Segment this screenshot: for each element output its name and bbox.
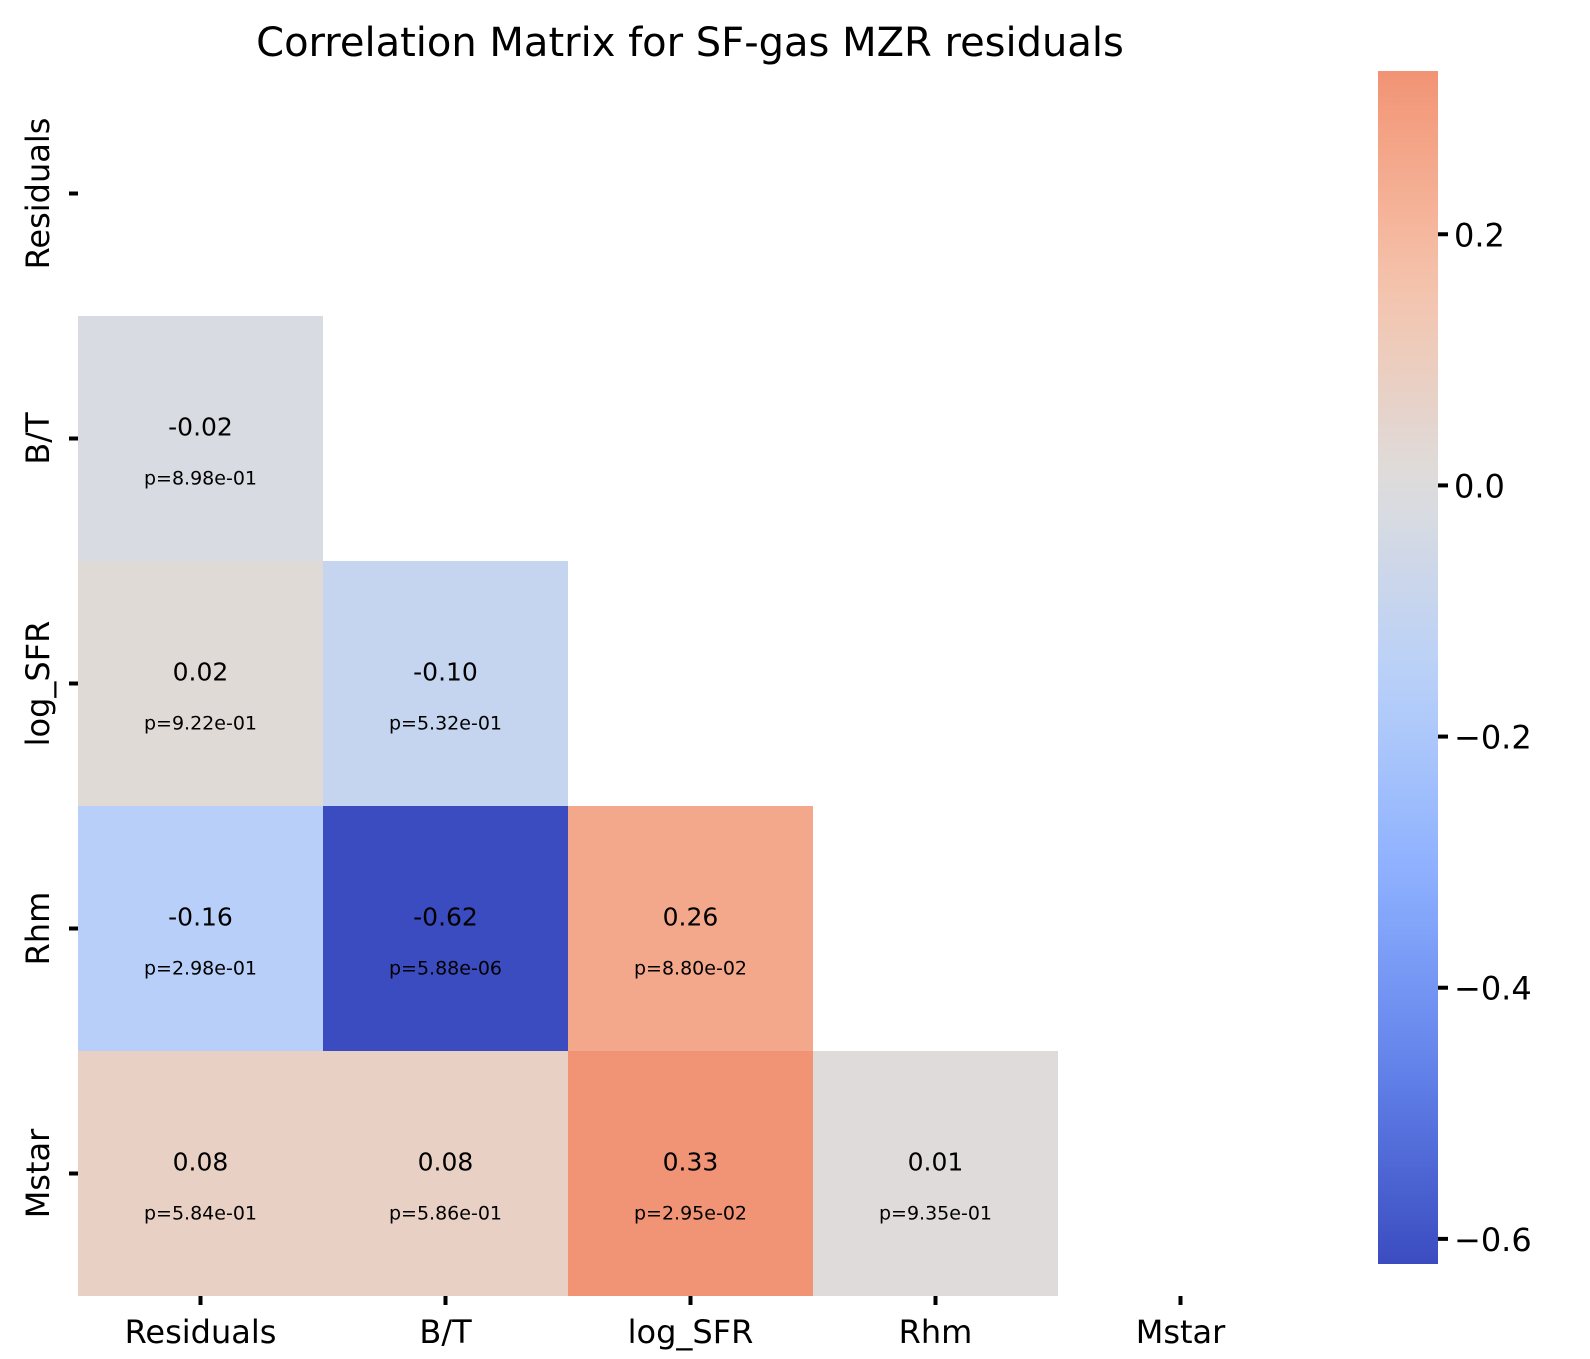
cell-p-label: p=8.98e-01 xyxy=(144,468,257,490)
cell-p-label: p=5.32e-01 xyxy=(389,713,502,735)
x-tick-label: Mstar xyxy=(1136,1313,1226,1351)
cell-rect xyxy=(568,806,813,1051)
colorbar-tick-label: 0.0 xyxy=(1454,467,1505,505)
cell-rect xyxy=(323,806,568,1051)
x-tick-label: B/T xyxy=(419,1313,472,1351)
cell-p-label: p=2.95e-02 xyxy=(634,1203,747,1225)
y-tick-label: Rhm xyxy=(19,892,57,966)
colorbar-gradient xyxy=(1378,71,1438,1264)
cell-r-label: 0.02 xyxy=(173,658,229,687)
heatmap-cell: -0.02 p=8.98e-01 xyxy=(78,316,323,561)
cell-rect xyxy=(323,1051,568,1296)
x-tick-label: log_SFR xyxy=(628,1313,754,1351)
heatmap-cell: 0.26 p=8.80e-02 xyxy=(568,806,813,1051)
cell-r-label: 0.26 xyxy=(663,903,719,932)
colorbar-tick-label: −0.6 xyxy=(1454,1221,1532,1259)
cell-r-label: 0.08 xyxy=(173,1148,229,1177)
cell-r-label: 0.08 xyxy=(418,1148,474,1177)
cell-r-label: 0.33 xyxy=(663,1148,719,1177)
cell-rect xyxy=(78,561,323,806)
cell-rect xyxy=(568,1051,813,1296)
cell-p-label: p=8.80e-02 xyxy=(634,958,747,980)
colorbar-tick-label: 0.2 xyxy=(1454,216,1505,254)
cell-r-label: -0.16 xyxy=(168,903,233,932)
x-axis: Residuals B/T log_SFR Rhm Mstar xyxy=(125,1296,1226,1351)
y-tick-label: Residuals xyxy=(19,118,57,270)
cell-p-label: p=5.84e-01 xyxy=(144,1203,257,1225)
heatmap-cell: 0.08 p=5.84e-01 xyxy=(78,1051,323,1296)
cell-rect xyxy=(323,561,568,806)
heatmap-cell: -0.16 p=2.98e-01 xyxy=(78,806,323,1051)
colorbar-tick-label: −0.4 xyxy=(1454,970,1532,1008)
cell-p-label: p=5.86e-01 xyxy=(389,1203,502,1225)
cell-r-label: -0.62 xyxy=(413,903,478,932)
cell-p-label: p=2.98e-01 xyxy=(144,958,257,980)
x-tick-label: Residuals xyxy=(125,1313,277,1351)
cell-p-label: p=9.22e-01 xyxy=(144,713,257,735)
cell-r-label: -0.10 xyxy=(413,658,478,687)
cell-rect xyxy=(813,1051,1058,1296)
heatmap-cell: 0.33 p=2.95e-02 xyxy=(568,1051,813,1296)
cell-rect xyxy=(78,806,323,1051)
heatmap-cell: -0.10 p=5.32e-01 xyxy=(323,561,568,806)
x-tick-label: Rhm xyxy=(899,1313,973,1351)
colorbar: 0.2 0.0 −0.2 −0.4 −0.6 xyxy=(1378,71,1532,1264)
cell-rect xyxy=(78,316,323,561)
cell-p-label: p=9.35e-01 xyxy=(879,1203,992,1225)
cell-r-label: 0.01 xyxy=(908,1148,964,1177)
chart-title: Correlation Matrix for SF-gas MZR residu… xyxy=(256,20,1124,66)
colorbar-tick-label: −0.2 xyxy=(1454,719,1532,757)
y-tick-label: Mstar xyxy=(19,1128,57,1218)
y-tick-label: log_SFR xyxy=(19,621,57,747)
y-axis: Residuals B/T log_SFR Rhm Mstar xyxy=(19,118,78,1218)
heatmap-cell: 0.01 p=9.35e-01 xyxy=(813,1051,1058,1296)
heatmap-cells: -0.02 p=8.98e-01 0.02 p=9.22e-01 -0.10 p=5.32… xyxy=(78,316,1058,1296)
heatmap-cell: -0.62 p=5.88e-06 xyxy=(323,806,568,1051)
cell-rect xyxy=(78,1051,323,1296)
heatmap-cell: 0.02 p=9.22e-01 xyxy=(78,561,323,806)
cell-p-label: p=5.88e-06 xyxy=(389,958,502,980)
cell-r-label: -0.02 xyxy=(168,413,233,442)
heatmap-cell: 0.08 p=5.86e-01 xyxy=(323,1051,568,1296)
y-tick-label: B/T xyxy=(19,412,57,465)
